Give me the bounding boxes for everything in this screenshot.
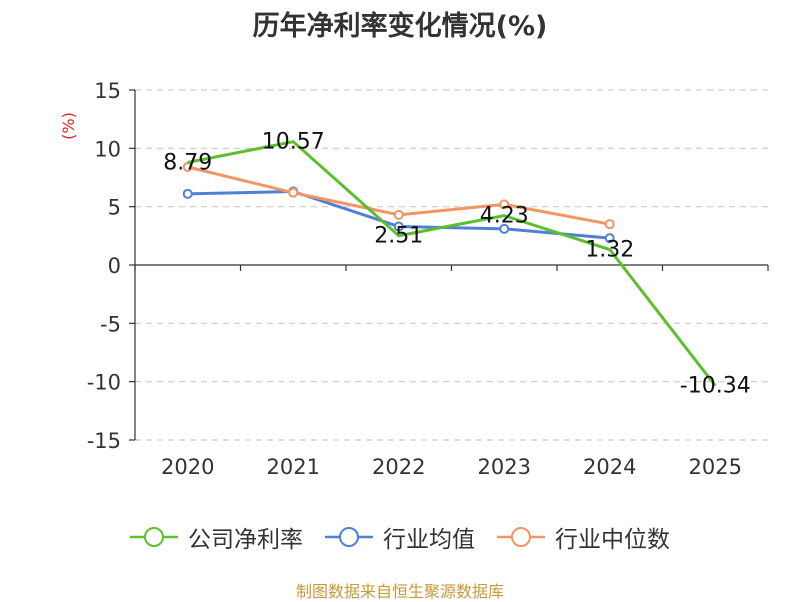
data-label: -10.34 — [680, 374, 751, 399]
y-tick-label: -15 — [87, 429, 121, 453]
x-tick-label: 2021 — [267, 455, 320, 479]
y-tick-label: 0 — [108, 254, 121, 278]
legend-marker-icon — [130, 527, 178, 547]
data-point — [499, 223, 510, 234]
x-tick-label: 2025 — [689, 455, 742, 479]
data-point — [288, 187, 299, 198]
legend-item-industry-median[interactable]: 行业中位数 — [497, 520, 670, 554]
data-point — [393, 221, 404, 232]
y-tick-label: -5 — [100, 312, 121, 336]
data-point — [499, 199, 510, 210]
data-point — [182, 188, 193, 199]
legend-label: 行业中位数 — [555, 527, 670, 553]
legend-label: 公司净利率 — [188, 527, 303, 553]
legend-item-company[interactable]: 公司净利率 — [130, 520, 303, 554]
y-tick-label: 15 — [94, 79, 121, 103]
legend-label: 行业均值 — [383, 527, 475, 553]
data-label: 1.32 — [585, 238, 634, 263]
x-tick-label: 2020 — [161, 455, 214, 479]
legend-marker-icon — [497, 527, 545, 547]
x-tick-label: 2022 — [372, 455, 425, 479]
x-tick-label: 2024 — [583, 455, 636, 479]
data-source-footer: 制图数据来自恒生聚源数据库 — [295, 582, 504, 601]
data-labels: 8.79 10.57 2.51 4.23 1.32 -10.34 — [163, 130, 750, 399]
data-label: 10.57 — [262, 130, 325, 155]
legend-marker-icon — [325, 527, 373, 547]
chart-title: 历年净利率变化情况(%) — [252, 11, 548, 42]
data-point — [604, 233, 615, 244]
y-tick-label: -10 — [87, 371, 121, 395]
line-chart: 15 10 5 0 -5 -10 -15 2020 2021 2022 2023 2024 2025 (… — [59, 79, 769, 479]
series-lines — [182, 140, 717, 387]
x-tick-label: 2023 — [478, 455, 531, 479]
series-line — [187, 140, 717, 387]
data-point — [393, 209, 404, 220]
data-label: 4.23 — [480, 204, 529, 229]
y-tick-label: 5 — [108, 196, 121, 220]
data-label: 8.79 — [163, 150, 212, 175]
y-axis-label: (%) — [59, 112, 78, 140]
y-tick-label: 10 — [94, 137, 121, 161]
legend-item-industry-mean[interactable]: 行业均值 — [325, 520, 475, 554]
data-point — [604, 219, 615, 230]
data-label: 2.51 — [374, 224, 423, 249]
legend: 公司净利率 行业均值 行业中位数 — [0, 520, 800, 554]
data-point — [182, 162, 193, 172]
axes: 15 10 5 0 -5 -10 -15 2020 2021 2022 2023 2024 2025 — [87, 79, 769, 479]
